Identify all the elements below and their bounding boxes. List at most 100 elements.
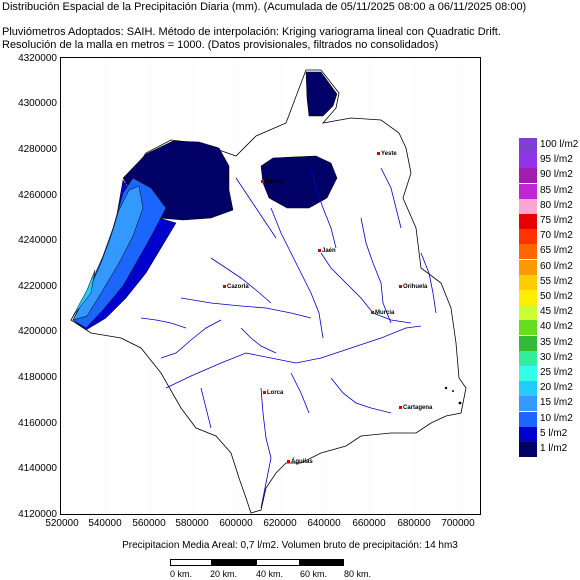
river <box>420 252 437 314</box>
town-dot <box>399 405 402 409</box>
legend-swatch <box>519 411 537 427</box>
map-canvas <box>62 58 467 514</box>
town-dot <box>287 459 290 463</box>
town-name: Murcia <box>375 310 395 316</box>
river <box>380 167 402 229</box>
legend-swatch <box>519 320 537 336</box>
legend-swatch <box>519 138 537 153</box>
river <box>330 377 392 414</box>
scale-segment-3 <box>256 559 300 566</box>
river-network <box>140 167 437 509</box>
legend-label: 20 l/m2 <box>540 382 573 394</box>
river <box>140 317 187 329</box>
legend-swatch <box>519 259 537 275</box>
legend-swatch <box>519 426 537 442</box>
scale-label-0: 0 km. <box>170 569 193 579</box>
precipitation-map[interactable]: Yeste Nerpio Jaén Cazorla Orihuela Murcia Lorc… <box>60 57 481 515</box>
legend-swatch <box>519 153 537 169</box>
town-name: Lorca <box>267 390 284 396</box>
town-dot <box>261 179 264 183</box>
legend-label: 50 l/m2 <box>540 291 573 302</box>
y-tick-label: 4160000 <box>18 418 57 429</box>
map-title: Distribución Espacial de la Precipitació… <box>2 1 527 13</box>
river <box>270 207 324 339</box>
areal-stats: Precipitacion Media Areal: 0,7 l/m2. Vol… <box>122 540 458 551</box>
x-tick-label: 660000 <box>352 518 386 529</box>
town-dot <box>223 284 226 288</box>
legend-swatch <box>519 274 537 290</box>
legend-item: 75 l/m2 <box>519 214 580 229</box>
town-marker: Jaén <box>318 248 336 254</box>
scale-label-80: 80 km. <box>344 569 372 579</box>
town-name: Cazorla <box>227 284 249 290</box>
scale-label-40: 40 km. <box>256 569 284 579</box>
legend-item: 20 l/m2 <box>519 381 580 397</box>
town-marker: Nerpio <box>261 179 284 185</box>
town-name: Orihuela <box>403 284 428 290</box>
river <box>200 387 212 429</box>
town-dot <box>399 284 402 288</box>
legend-item: 35 l/m2 <box>519 335 580 351</box>
river <box>290 372 310 414</box>
river <box>235 177 277 239</box>
legend-item: 95 l/m2 <box>519 153 580 169</box>
legend-label: 85 l/m2 <box>540 184 573 196</box>
town-marker: Águilas <box>287 459 313 465</box>
legend-swatch <box>519 198 537 214</box>
river <box>310 167 337 249</box>
legend-swatch <box>519 366 537 381</box>
legend-label: 90 l/m2 <box>540 169 573 181</box>
y-tick-label: 4280000 <box>18 144 57 155</box>
coast-islands <box>444 386 462 405</box>
precip-core-centre <box>260 155 338 209</box>
legend-item: 25 l/m2 <box>519 366 580 381</box>
legend-swatch <box>519 214 537 229</box>
legend-swatch <box>519 335 537 351</box>
river <box>160 319 222 359</box>
legend-swatch <box>519 350 537 366</box>
legend-item: 70 l/m2 <box>519 229 580 245</box>
scale-label-20: 20 km. <box>210 569 238 579</box>
legend-label: 25 l/m2 <box>540 367 573 378</box>
y-tick-label: 4320000 <box>18 53 57 64</box>
legend-label: 1 l/m2 <box>540 443 568 454</box>
town-marker: Lorca <box>263 390 283 396</box>
legend-label: 95 l/m2 <box>540 154 573 166</box>
legend-item: 45 l/m2 <box>519 305 580 321</box>
legend-item: 30 l/m2 <box>519 350 580 366</box>
legend-swatch <box>519 244 537 260</box>
town-dot <box>377 151 380 155</box>
river <box>240 327 277 354</box>
y-tick-label: 4120000 <box>18 509 57 520</box>
river <box>260 387 272 509</box>
legend-label: 55 l/m2 <box>540 275 573 287</box>
legend-item: 55 l/m2 <box>519 274 580 290</box>
y-tick-label: 4260000 <box>18 190 57 201</box>
river <box>180 297 312 319</box>
legend-label: 40 l/m2 <box>540 321 573 333</box>
x-tick-label: 520000 <box>45 518 79 529</box>
legend-item: 15 l/m2 <box>519 396 580 412</box>
legend-swatch <box>519 229 537 245</box>
legend-item: 50 l/m2 <box>519 290 580 305</box>
scale-label-60: 60 km. <box>300 569 328 579</box>
x-tick-label: 560000 <box>132 518 166 529</box>
legend-item: 60 l/m2 <box>519 259 580 275</box>
legend-item: 40 l/m2 <box>519 320 580 336</box>
town-name: Nerpio <box>265 179 285 185</box>
legend-swatch <box>519 442 537 457</box>
legend-item: 65 l/m2 <box>519 244 580 260</box>
legend-label: 100 l/m2 <box>540 139 579 150</box>
precip-core-north <box>305 71 338 117</box>
y-tick-label: 4200000 <box>18 326 57 337</box>
x-tick-label: 620000 <box>263 518 297 529</box>
legend-label: 35 l/m2 <box>540 336 573 348</box>
legend-label: 45 l/m2 <box>540 306 573 318</box>
legend-item: 90 l/m2 <box>519 168 580 184</box>
town-name: Águilas <box>291 459 313 465</box>
legend-item: 10 l/m2 <box>519 411 580 427</box>
x-tick-label: 540000 <box>88 518 122 529</box>
precip-band-15-20 <box>72 185 144 321</box>
legend-swatch <box>519 396 537 412</box>
legend-item: 85 l/m2 <box>519 183 580 199</box>
